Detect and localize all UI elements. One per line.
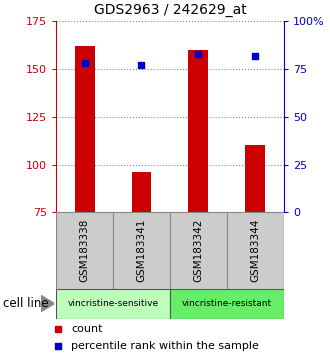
- Text: vincristine-sensitive: vincristine-sensitive: [67, 299, 159, 308]
- Text: GSM183338: GSM183338: [80, 219, 89, 282]
- Polygon shape: [41, 296, 54, 312]
- Bar: [170, 212, 227, 289]
- Bar: [132, 172, 151, 212]
- Text: count: count: [71, 324, 103, 333]
- Bar: [75, 46, 94, 212]
- Text: GSM183342: GSM183342: [193, 219, 203, 282]
- Bar: [113, 212, 170, 289]
- Text: GSM183344: GSM183344: [250, 219, 260, 282]
- Point: [253, 53, 258, 58]
- Bar: [246, 145, 265, 212]
- Bar: [188, 50, 208, 212]
- Point: [196, 51, 201, 57]
- Text: cell line: cell line: [3, 297, 49, 310]
- Point: [139, 62, 144, 68]
- Bar: [227, 212, 284, 289]
- Bar: [56, 212, 113, 289]
- Bar: [56, 289, 170, 319]
- Point: [82, 61, 87, 66]
- Text: GSM183341: GSM183341: [137, 219, 147, 282]
- Text: percentile rank within the sample: percentile rank within the sample: [71, 341, 259, 351]
- Bar: [170, 289, 284, 319]
- Point: [56, 343, 61, 349]
- Text: vincristine-resistant: vincristine-resistant: [182, 299, 272, 308]
- Point: [56, 326, 61, 331]
- Title: GDS2963 / 242629_at: GDS2963 / 242629_at: [94, 4, 246, 17]
